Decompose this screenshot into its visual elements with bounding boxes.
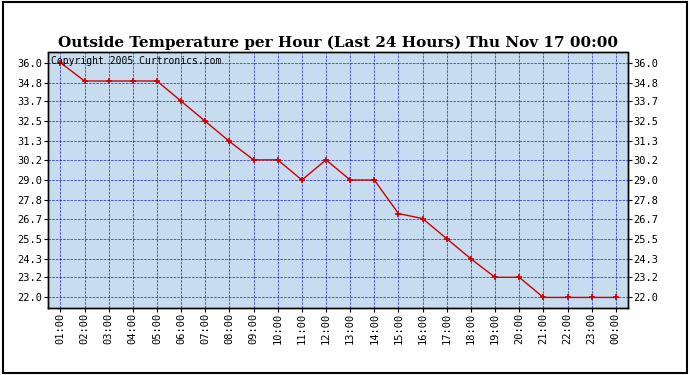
Title: Outside Temperature per Hour (Last 24 Hours) Thu Nov 17 00:00: Outside Temperature per Hour (Last 24 Ho… [58, 36, 618, 50]
Text: Copyright 2005 Curtronics.com: Copyright 2005 Curtronics.com [51, 56, 221, 66]
